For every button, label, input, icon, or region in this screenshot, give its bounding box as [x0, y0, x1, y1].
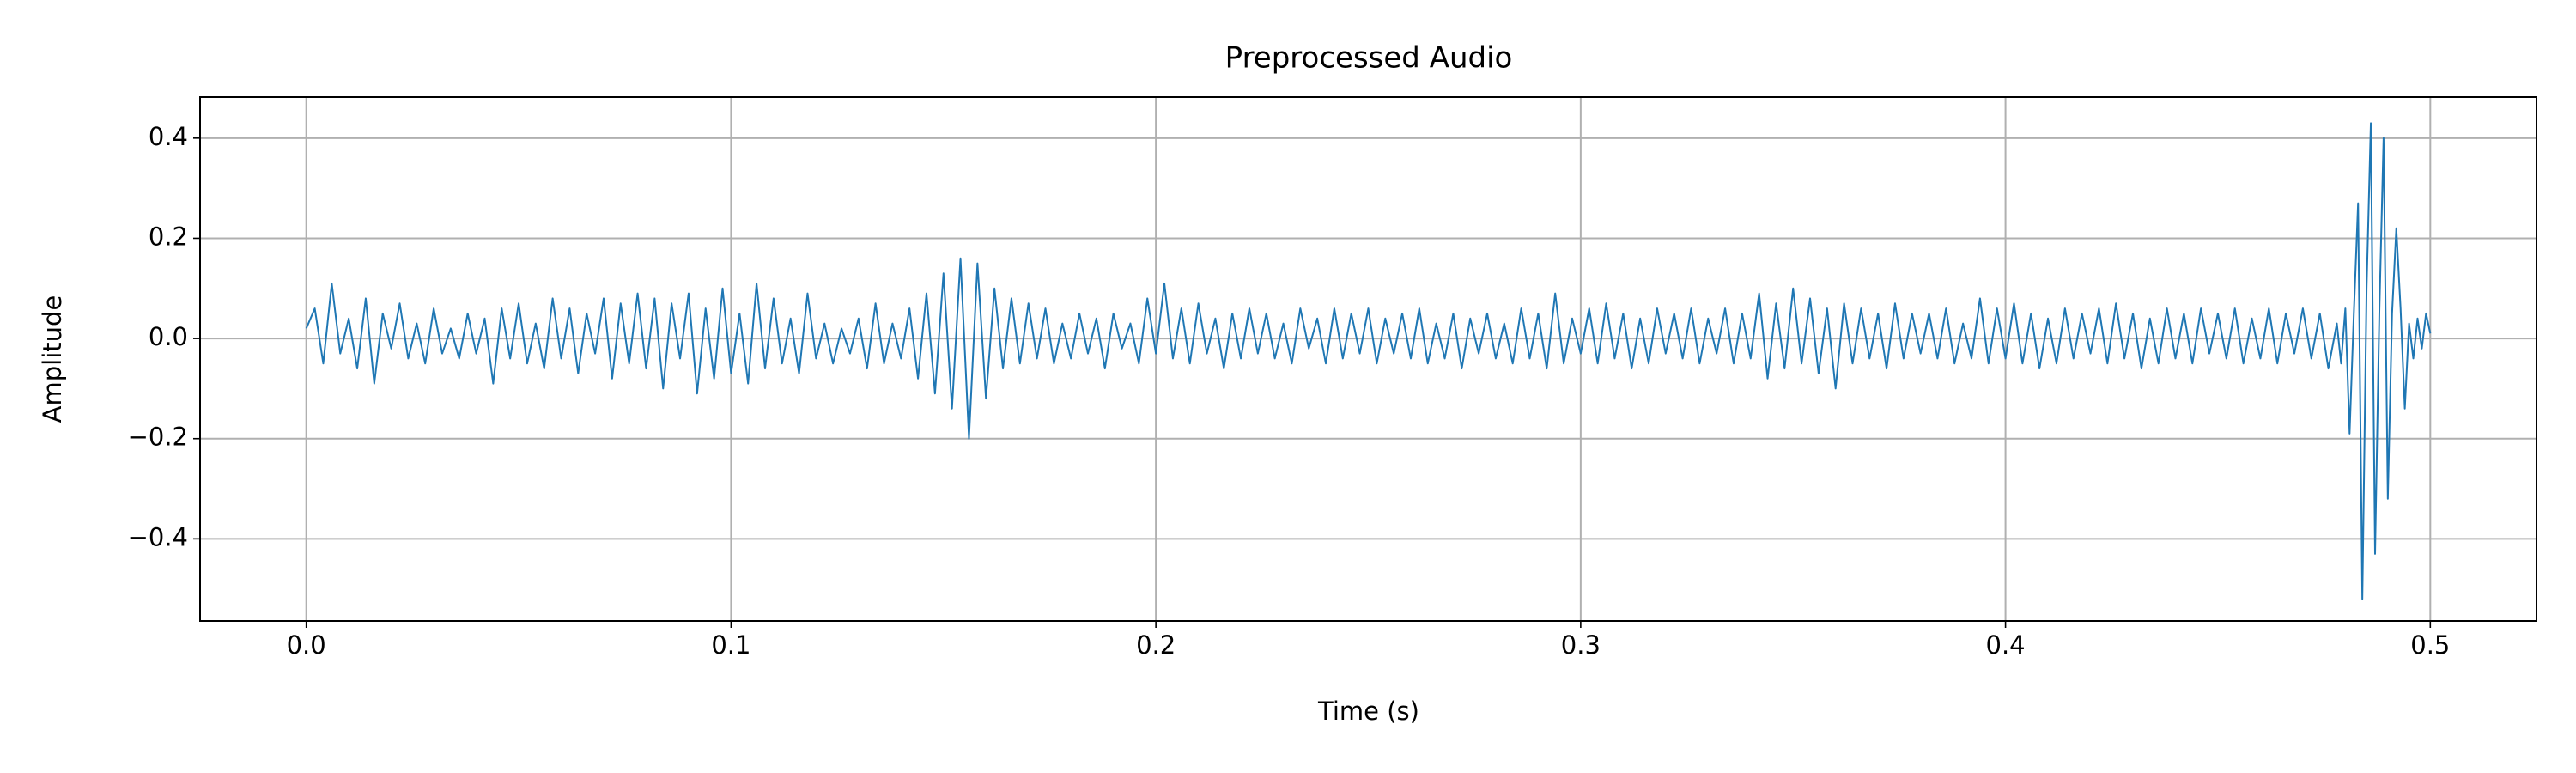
- y-tick-label: 0.4: [149, 122, 188, 151]
- y-axis-label: Amplitude: [38, 295, 67, 423]
- y-tick-label: 0.0: [149, 322, 188, 351]
- x-tick-label: 0.3: [1561, 630, 1601, 660]
- waveform-line: [305, 122, 2432, 600]
- x-tick-label: 0.1: [711, 630, 750, 660]
- x-tick-label: 0.0: [287, 630, 326, 660]
- x-axis-label: Time (s): [1317, 697, 1419, 726]
- y-tick-label: −0.2: [128, 423, 188, 452]
- plot-frame: [199, 96, 2537, 622]
- y-tick-label: 0.2: [149, 222, 188, 251]
- chart-title: Preprocessed Audio: [1225, 41, 1513, 76]
- x-tick-label: 0.2: [1136, 630, 1176, 660]
- x-tick-label: 0.5: [2410, 630, 2450, 660]
- x-tick-label: 0.4: [1986, 630, 2026, 660]
- y-tick-label: −0.4: [128, 522, 188, 551]
